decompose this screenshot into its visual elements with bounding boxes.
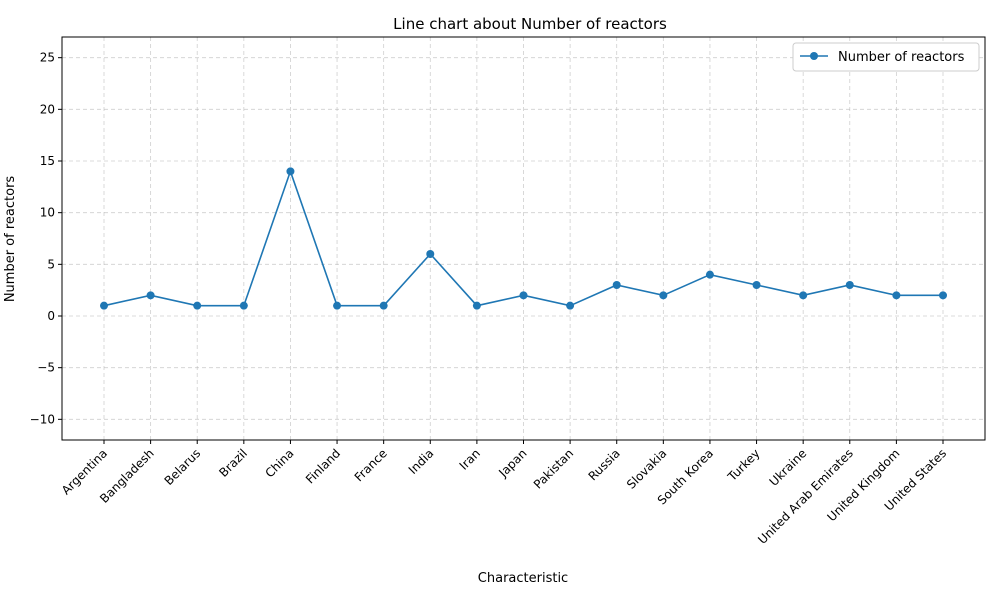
x-tick-label: China [262, 446, 296, 480]
y-tick-label: −5 [37, 361, 55, 375]
data-point [799, 291, 808, 300]
x-tick-label: India [406, 446, 437, 477]
legend: Number of reactors [792, 42, 980, 72]
x-tick-label: United Arab Emirates [755, 446, 856, 547]
grid [62, 37, 985, 440]
y-tick-label: 10 [40, 206, 55, 220]
y-tick-label: −10 [30, 412, 55, 426]
y-tick-label: 20 [40, 102, 55, 116]
y-axis-title: Number of reactors [3, 176, 18, 303]
y-tick-label: 25 [40, 51, 55, 65]
data-point [892, 291, 901, 300]
data-point [472, 301, 481, 310]
data-point [519, 291, 528, 300]
x-tick-label: Belarus [162, 446, 204, 488]
x-tick-label: Brazil [216, 446, 250, 480]
data-point [333, 301, 342, 310]
data-point [612, 281, 621, 289]
data-point [845, 281, 854, 289]
data-point [239, 301, 248, 310]
y-tick-label: 0 [47, 309, 55, 323]
data-point [705, 270, 714, 279]
plot-frame [61, 36, 986, 441]
x-tick-label: Pakistan [531, 446, 576, 491]
data-point [939, 291, 947, 300]
legend-label: Number of reactors [838, 50, 965, 65]
x-tick-label: Turkey [724, 446, 762, 484]
series [100, 167, 947, 310]
x-tick-label: Japan [495, 446, 529, 480]
legend-marker [810, 52, 818, 60]
chart-title: Line chart about Number of reactors [393, 15, 667, 33]
y-tick-label: 5 [47, 257, 55, 271]
data-point [426, 250, 435, 258]
x-tick-label: Russia [586, 446, 623, 483]
x-tick-label: Slovakia [624, 446, 670, 492]
data-point [379, 301, 388, 310]
x-tick-label: Finland [303, 446, 343, 486]
y-axis: −10 −5 0 5 10 15 20 25 [30, 51, 62, 426]
legend-box [792, 42, 980, 72]
data-point [659, 291, 668, 300]
y-tick-label: 15 [40, 154, 55, 168]
data-point [193, 301, 202, 310]
data-point [100, 301, 108, 310]
data-point [566, 301, 575, 310]
x-tick-label: Ukraine [767, 446, 810, 489]
x-axis-title: Characteristic [478, 571, 568, 586]
x-tick-label: Iran [457, 446, 483, 472]
data-point [752, 281, 761, 289]
data-point [146, 291, 155, 300]
x-tick-label: France [352, 446, 390, 484]
data-point [286, 167, 295, 176]
